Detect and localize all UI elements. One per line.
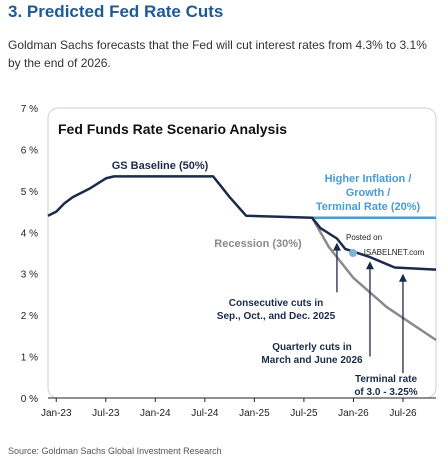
watermark-line2: ISABELNET.com [364, 248, 425, 257]
annotation-text: Consecutive cuts in Sep., Oct., and Dec. … [217, 298, 336, 322]
series-baseline-line [47, 175, 437, 271]
x-tick-label: Jan-23 [41, 408, 72, 419]
chart-title: Fed Funds Rate Scenario Analysis [58, 121, 287, 137]
watermark-line1: Posted on [346, 233, 382, 242]
x-tick-label: Jul-23 [92, 408, 120, 419]
y-tick-label: 6 % [21, 145, 38, 156]
series-label-higher-inflation: Higher Inflation / Growth / Terminal Rate … [316, 173, 421, 213]
watermark: Posted on ISABELNET.com [346, 233, 425, 257]
source-note: Source: Goldman Sachs Global Investment … [8, 446, 222, 456]
x-tick-label: Jan-26 [338, 408, 369, 419]
y-tick-label: 1 % [21, 353, 38, 364]
x-tick-label: Jan-24 [140, 408, 171, 419]
fed-rate-chart: Fed Funds Rate Scenario Analysis 0 % 1 % 2… [21, 104, 437, 419]
x-tick-label: Jul-24 [191, 408, 219, 419]
x-tick-label: Jul-25 [290, 408, 318, 419]
y-tick-label: 0 % [21, 394, 38, 405]
y-tick-label: 4 % [21, 228, 38, 239]
y-tick-label: 5 % [21, 187, 38, 198]
x-tick-label: Jul-26 [389, 408, 417, 419]
series-label-baseline: GS Baseline (50%) [112, 160, 209, 172]
y-tick-label: 7 % [21, 104, 38, 115]
page-description: Goldman Sachs forecasts that the Fed wil… [8, 38, 427, 70]
y-tick-label: 2 % [21, 311, 38, 322]
annotation-arrowhead [332, 242, 341, 251]
annotation-arrowhead [365, 261, 374, 270]
annotation-text: Terminal rate of 3.0 - 3.25% [354, 374, 417, 398]
y-tick-label: 3 % [21, 270, 38, 281]
watermark-logo [349, 249, 357, 257]
annotation-text: Quarterly cuts in March and June 2026 [261, 342, 363, 366]
page-title: 3. Predicted Fed Rate Cuts [8, 2, 224, 21]
x-tick-label: Jan-25 [239, 408, 270, 419]
chart-container: Fed Funds Rate Scenario Analysis 0 % 1 % 2… [0, 92, 448, 464]
annotation-arrowhead [398, 273, 407, 282]
series-label-recession: Recession (30%) [214, 238, 302, 250]
